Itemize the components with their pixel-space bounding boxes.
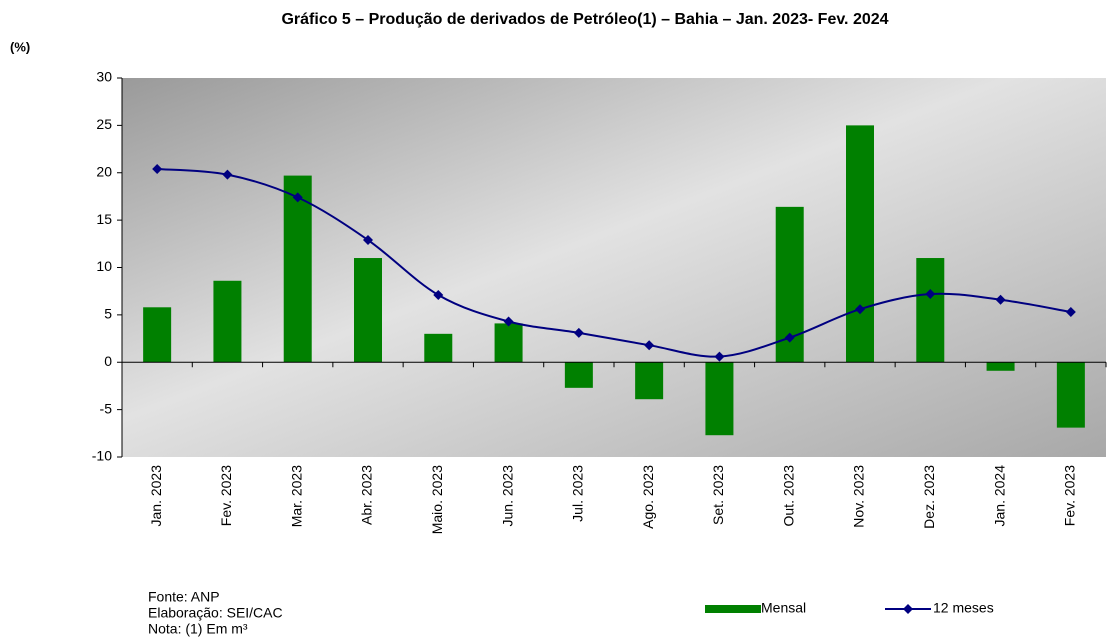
bar — [494, 323, 523, 363]
line-marker — [714, 351, 725, 362]
bar — [143, 307, 172, 363]
x-tick-label: Ago. 2023 — [640, 465, 656, 529]
line-marker — [152, 163, 163, 174]
x-tick-label: Dez. 2023 — [921, 465, 937, 529]
line-marker — [363, 235, 373, 246]
legend-label: Mensal — [761, 600, 806, 616]
legend-swatch — [705, 605, 761, 613]
x-tick-label: Maio. 2023 — [429, 465, 445, 534]
y-tick-label: 25 — [96, 116, 112, 132]
y-tick-label: 15 — [96, 211, 112, 227]
x-tick-label: Jan. 2023 — [148, 465, 164, 527]
bar — [354, 258, 382, 363]
x-tick-label: Abr. 2023 — [359, 465, 375, 525]
x-tick-label: Mar. 2023 — [288, 465, 304, 527]
line-marker — [573, 327, 584, 338]
line-marker — [644, 340, 655, 351]
y-tick-label: -5 — [100, 400, 113, 416]
note: Fonte: ANP — [148, 589, 220, 605]
bar — [916, 258, 945, 363]
chart-title: Gráfico 5 – Produção de derivados de Pet… — [281, 11, 888, 28]
legend-label: 12 meses — [933, 600, 994, 616]
y-tick-label: 20 — [96, 163, 112, 179]
bar — [564, 362, 593, 388]
y-axis-label: (%) — [10, 39, 30, 54]
bar — [986, 362, 1015, 371]
x-tick-label: Nov. 2023 — [851, 465, 867, 528]
x-tick-label: Jan. 2024 — [991, 465, 1007, 527]
bar — [635, 362, 664, 400]
line-marker — [925, 289, 936, 300]
line — [157, 167, 1072, 358]
note: Nota: (1) Em m³ — [148, 621, 248, 637]
bar — [213, 280, 242, 363]
line-marker — [784, 332, 795, 343]
y-tick-label: 10 — [96, 258, 112, 274]
x-tick-label: Fev. 2023 — [218, 465, 234, 526]
line-marker — [855, 304, 865, 315]
line-marker — [503, 316, 514, 327]
line-marker — [995, 294, 1006, 305]
bar — [1056, 362, 1085, 428]
note: Elaboração: SEI/CAC — [148, 605, 283, 621]
plot-area — [122, 78, 1106, 457]
y-tick-label: 30 — [96, 69, 112, 85]
x-tick-label: Set. 2023 — [710, 465, 726, 525]
line-marker — [1065, 307, 1076, 318]
y-tick-label: 5 — [104, 306, 112, 322]
x-tick-label: Jun. 2023 — [499, 465, 515, 527]
x-tick-label: Out. 2023 — [780, 465, 796, 527]
y-tick-label: -10 — [92, 448, 112, 464]
x-tick-label: Fev. 2023 — [1062, 465, 1078, 526]
line-marker — [292, 192, 303, 203]
bar — [424, 333, 453, 363]
x-tick-label: Jul. 2023 — [570, 465, 586, 522]
legend-swatch — [903, 604, 913, 614]
bar — [705, 362, 734, 436]
line-marker — [222, 169, 233, 180]
line-marker — [433, 289, 444, 300]
y-tick-label: 0 — [104, 353, 112, 369]
bar — [846, 125, 874, 363]
bar — [283, 175, 312, 363]
